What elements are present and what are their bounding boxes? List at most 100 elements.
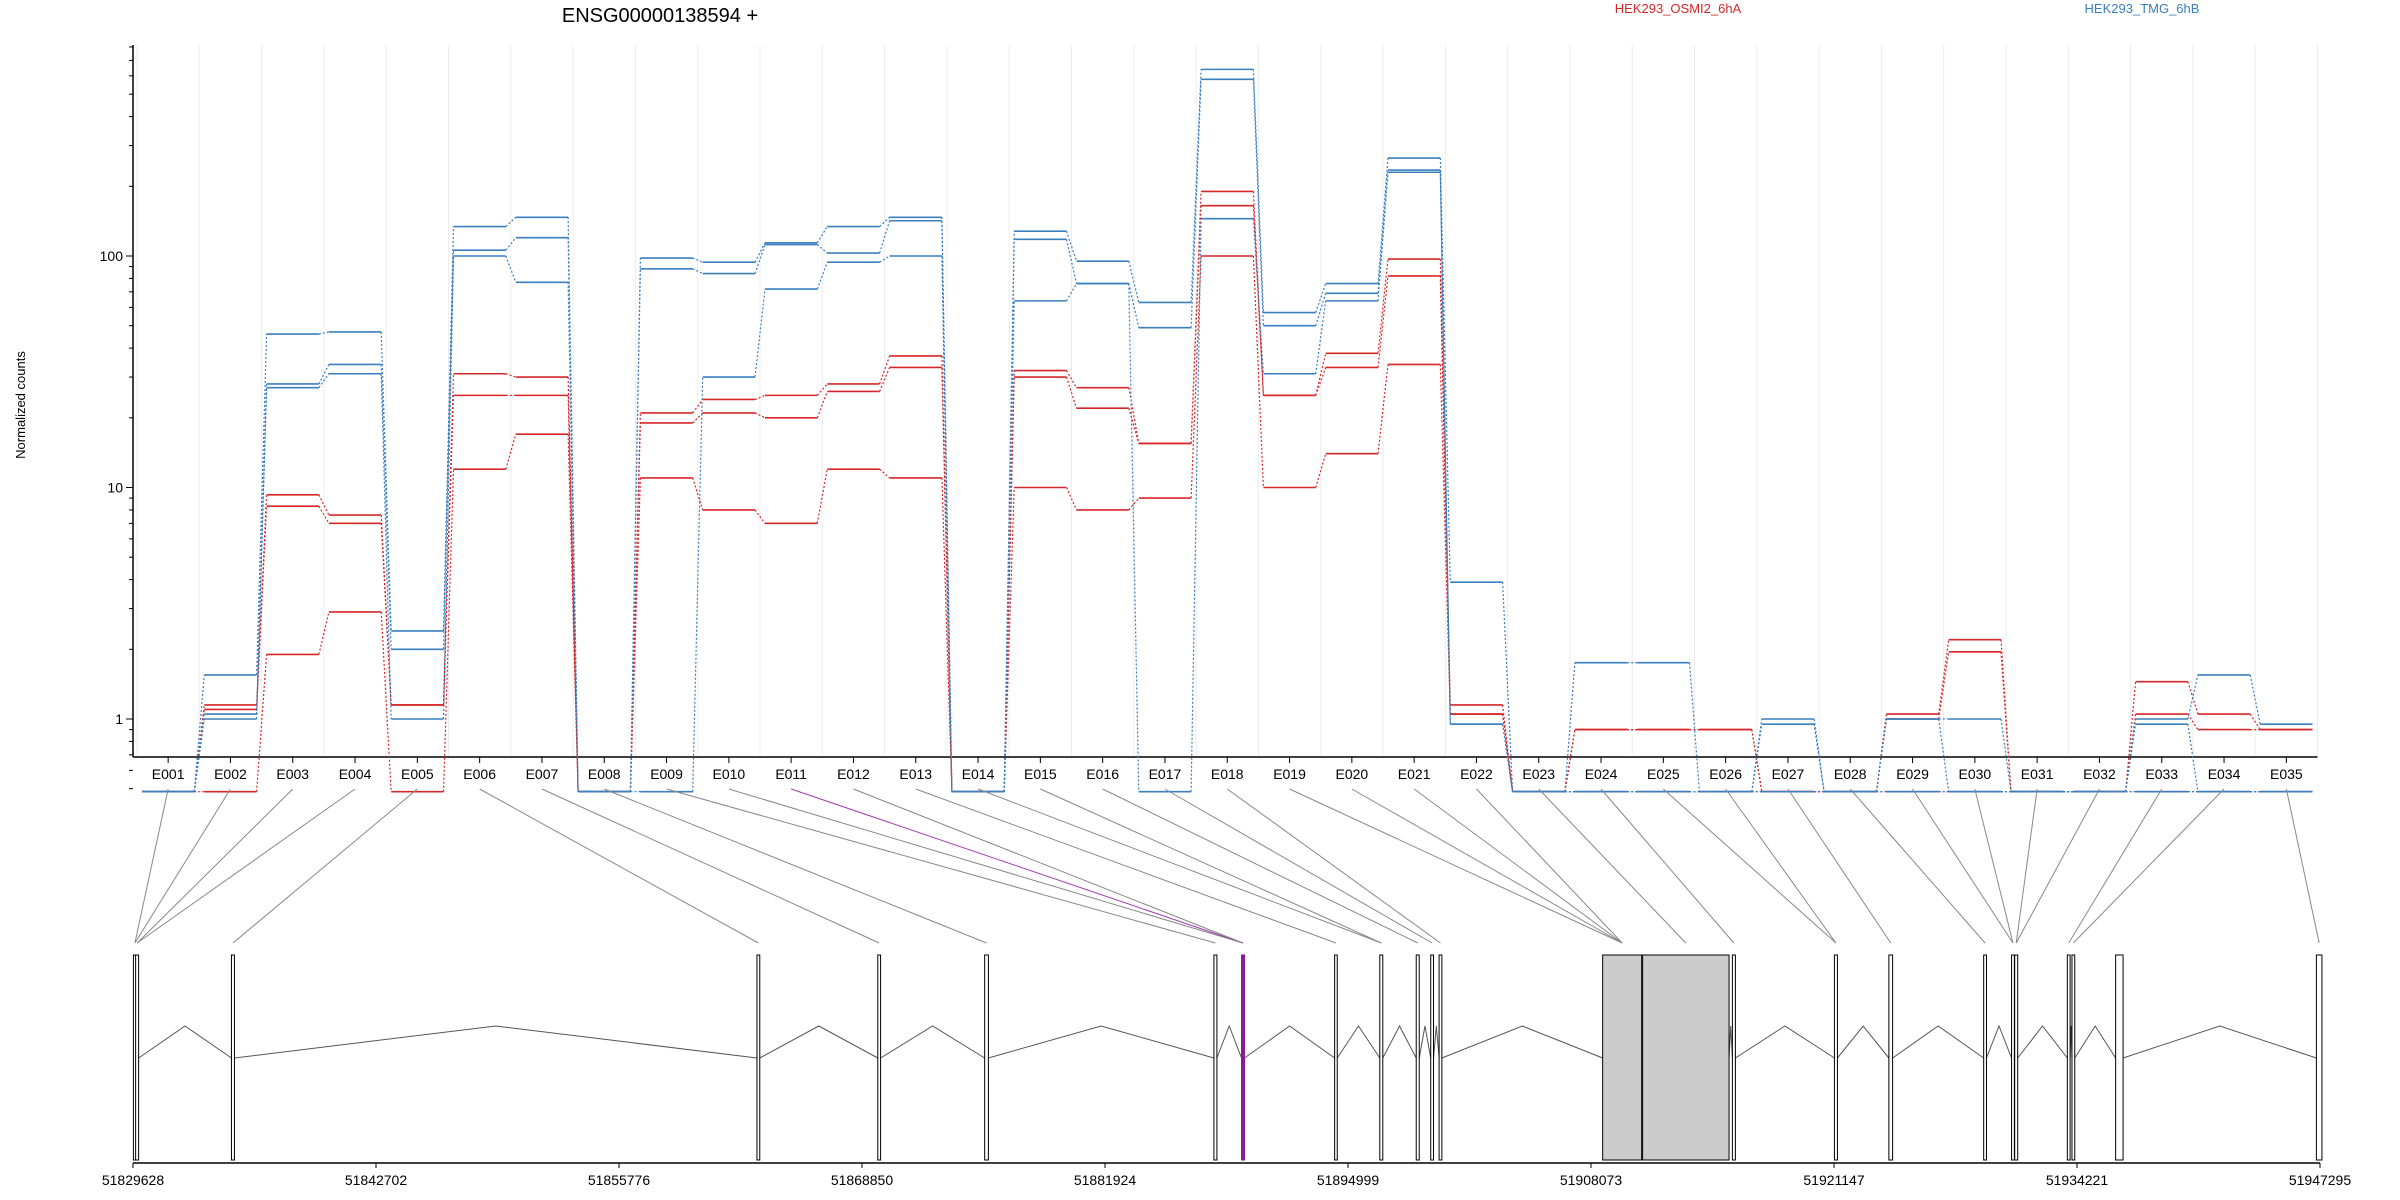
exon-connector [604,788,987,944]
exon-box [135,954,140,1161]
series-connector [816,391,828,419]
series-connector [2249,713,2261,730]
series-connector [1315,293,1327,326]
x-tick-label: E001 [152,766,185,782]
exon-box [1379,954,1384,1161]
series-connector [816,226,828,244]
series-connector [380,364,392,650]
series-connector [879,255,890,263]
series-connector [1065,370,1078,388]
series-connector [1065,283,1078,302]
series-connector [1190,255,1202,499]
genomic-tick-label: 51894999 [1317,1172,1380,1188]
exon-connector [134,788,231,944]
exon-connector [1787,788,1892,944]
series-connector [318,611,330,655]
series-connector [1252,255,1264,488]
exon-connector [2285,788,2320,944]
series-connector [505,373,516,378]
exon-connector [2073,788,2225,944]
exon-connector [853,788,1244,944]
genomic-tick-label: 51881924 [1074,1172,1137,1188]
series-connector [2249,674,2261,725]
x-tick-label: E024 [1585,766,1618,782]
series-connector [941,220,953,792]
x-axis: E001 E002 E003 E004 E005 E006 E007 E008 E009 E010… [133,756,2318,782]
genomic-tick-label: 51829628 [102,1172,165,1188]
intron [138,1025,232,1059]
series-connector [1252,79,1264,326]
exon-connector [1974,788,2014,944]
intron [1735,1025,1835,1059]
exon-connector [1849,788,1986,944]
exon-connector [1164,788,1433,944]
x-tick-label: E029 [1896,766,1929,782]
series-connector [1502,582,1514,792]
series-connector [256,506,268,710]
series-connector [1938,651,1950,720]
exon-connector [1476,788,1623,944]
intron [2074,1025,2117,1059]
series-connector [1252,69,1264,313]
intron [759,1025,879,1059]
series-connector [879,355,891,385]
series-connector [754,244,766,274]
exon-connector [541,788,880,944]
x-tick-label: E011 [775,766,807,782]
series-connector [567,282,579,792]
y-tick-label: 100 [100,248,124,264]
series-connector [1813,724,1825,792]
intron [1441,1025,1603,1059]
series-connector [879,220,891,254]
series-connector [1128,261,1140,303]
genomic-tick-label: 51855776 [588,1172,651,1188]
series-connector [256,383,268,715]
series-connector [2187,724,2199,792]
series-connector [1315,353,1327,396]
x-tick-label: E027 [1772,766,1805,782]
series-connector [816,383,828,396]
series-connector [1065,376,1078,409]
x-tick-label: E021 [1398,766,1431,782]
series-connector [692,377,704,792]
exon-box [2071,954,2076,1161]
exon-connector [915,788,1337,944]
genomic-axis: 51829628 51842702 51855776 51868850 51881924… [102,1162,2351,1188]
series-connector [505,237,517,251]
x-tick-label: E009 [650,766,683,782]
intron [1244,1025,1335,1059]
series-connector [692,477,704,511]
y-axis: 1 10 100 [100,45,134,790]
x-tick-label: E007 [526,766,559,782]
series-connector [754,288,766,378]
x-tick-label: E033 [2145,766,2178,782]
series-connector [1003,300,1015,792]
exon-connector [232,788,418,944]
x-tick-label: E028 [1834,766,1867,782]
x-tick-label: E006 [463,766,496,782]
exon-box [2315,954,2323,1161]
exon-box [1731,954,1736,1161]
series-connector [1938,639,1950,715]
x-tick-label: E002 [214,766,247,782]
intron [1892,1025,1984,1059]
exon-connector [479,788,759,944]
exon-box [2115,954,2124,1161]
series-HEK293_TMG_6hB [141,68,2313,793]
series-connector [318,505,330,524]
exon-connector [136,788,294,944]
exon-connector [1725,788,1837,944]
series-connector [1377,364,1389,454]
series-connector [2000,718,2012,792]
series-connector [1502,714,1514,792]
genomic-tick-label: 51934221 [2046,1172,2109,1188]
series-connector [1751,724,1763,792]
series-connector [1252,218,1264,374]
exon-box [1888,954,1894,1161]
series-connector [1065,239,1078,284]
exon-box [1438,954,1443,1161]
x-tick-label: E004 [339,766,372,782]
exon-connector [2068,788,2163,944]
exon-connector [1289,788,1623,944]
x-tick-label: E014 [962,766,995,782]
